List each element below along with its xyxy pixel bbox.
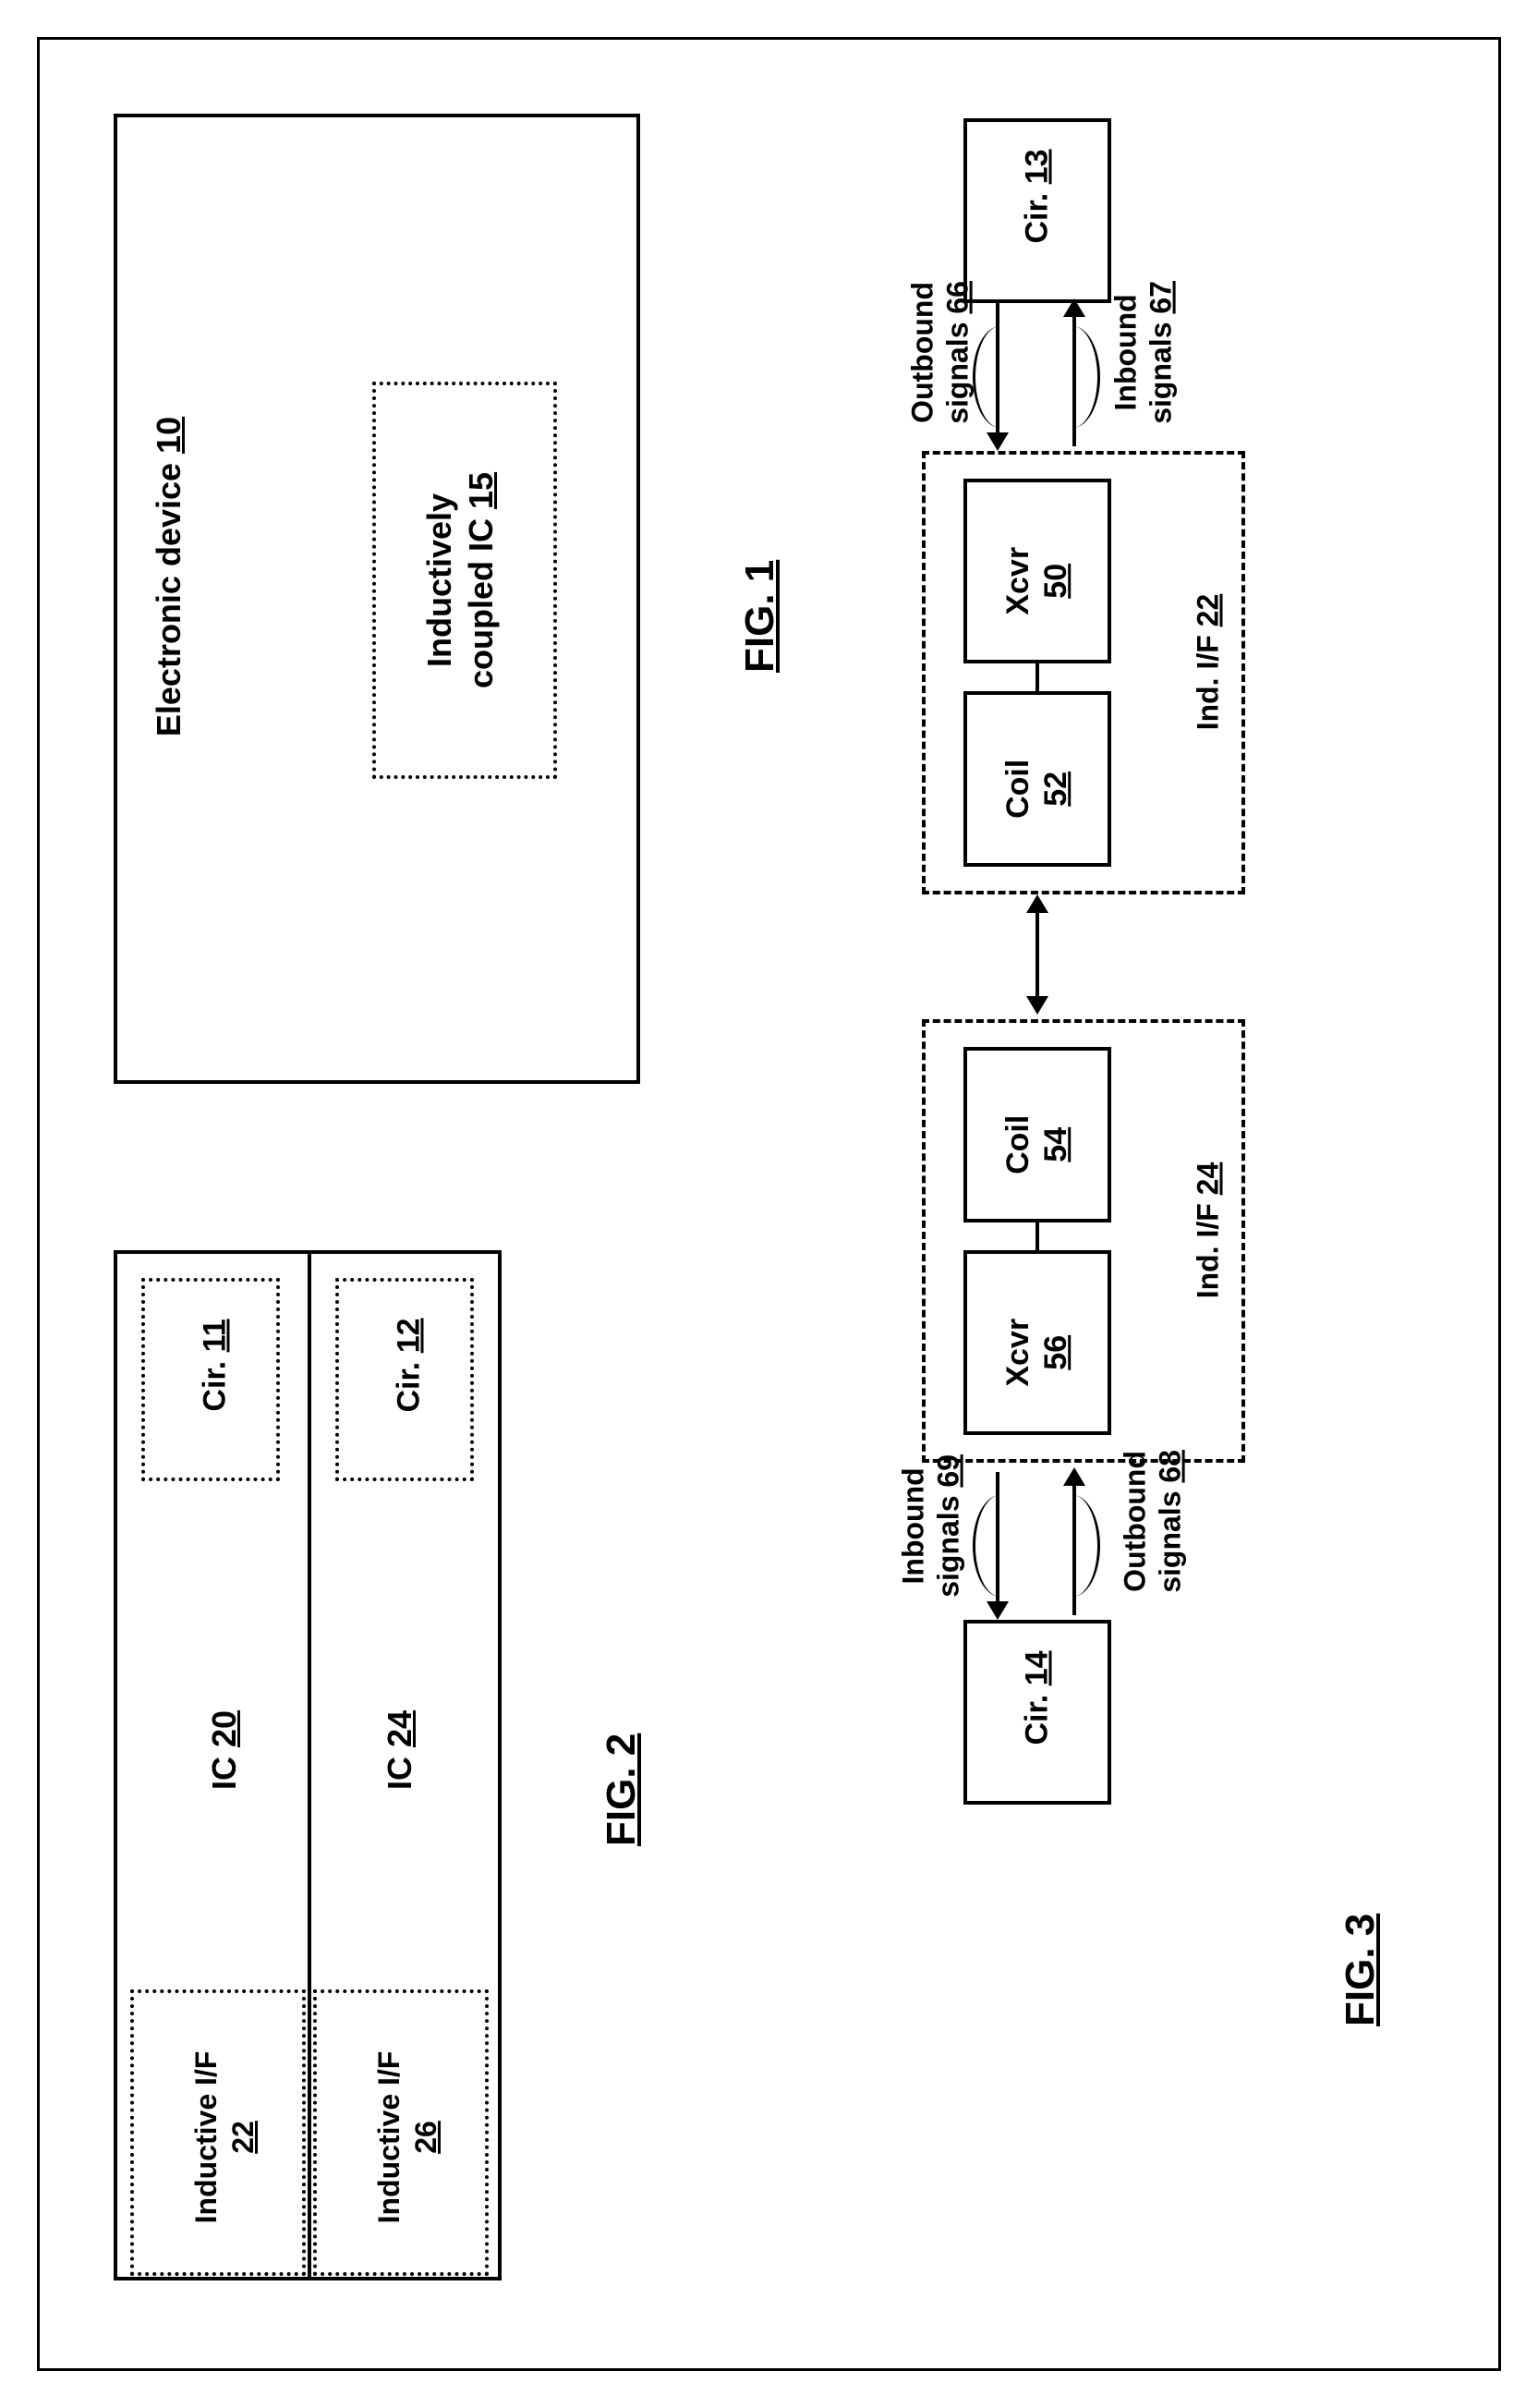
fig3-ind22-num: 22 [1192, 594, 1225, 627]
fig3-arrow69-head [987, 1601, 1009, 1620]
fig3-ind24-num: 24 [1192, 1162, 1225, 1196]
fig3-coil54-num: 54 [1038, 1127, 1073, 1162]
fig3-xcvr56-label: Xcvr 56 [999, 1288, 1075, 1417]
fig2-ic24: IC 24 [381, 1676, 419, 1824]
fig2-ic20: IC 20 [205, 1676, 244, 1824]
fig2-ic20-text: IC [205, 1757, 243, 1790]
fig2-cir11-label: Cir. 11 [198, 1301, 234, 1430]
fig3-out68-l1: Outbound [1119, 1451, 1152, 1592]
fig3-in69-num: 69 [932, 1454, 965, 1488]
fig2-ind26-label: Inductive I/F 26 [370, 2022, 444, 2253]
fig3-line-xcvr50-coil52 [1035, 663, 1039, 691]
fig3-xcvr50-num: 50 [1038, 564, 1073, 599]
fig3-arc68 [1072, 1495, 1100, 1597]
fig2-ind26-text: Inductive I/F [372, 2051, 406, 2224]
fig2-divider [308, 1250, 311, 2280]
fig2-label: FIG. 2 [599, 1661, 645, 1846]
fig1-label: FIG. 1 [737, 488, 783, 673]
fig3-arrow68-head [1063, 1467, 1085, 1486]
fig1-ic-line1: Inductively [420, 493, 458, 667]
fig3-cir14-label: Cir. 14 [1020, 1634, 1056, 1763]
fig3-coil52-label: Coil 52 [999, 724, 1075, 854]
fig3-xcvr50-label: Xcvr 50 [999, 517, 1075, 646]
fig3-ind24-text: Ind. I/F [1192, 1203, 1225, 1298]
fig2-ind22-label: Inductive I/F 22 [188, 2022, 261, 2253]
fig1-device-num: 10 [150, 417, 188, 454]
fig3-arc67 [1072, 326, 1100, 428]
fig3-out66: Outbound signals 66 [905, 232, 976, 472]
page-frame: Electronic device 10 Inductively coupled… [37, 37, 1501, 2371]
fig3-coupling-shaft [1035, 908, 1039, 1001]
fig3-out66-num: 66 [941, 281, 975, 314]
fig2-cir12-text: Cir. [392, 1362, 427, 1413]
fig3-xcvr50-text: Xcvr [1000, 547, 1035, 615]
fig3-coupling-down [1026, 996, 1048, 1015]
fig2-ind22-text: Inductive I/F [189, 2051, 223, 2224]
fig1-device-text: Electronic device [150, 463, 188, 736]
fig3-cir13-text: Cir. [1020, 193, 1055, 244]
fig3-cir14-text: Cir. [1020, 1695, 1055, 1745]
fig3-ind24-label: Ind. I/F 24 [1192, 1129, 1226, 1332]
fig2-ic24-text: IC [381, 1757, 418, 1790]
fig3-ind22-text: Ind. I/F [1192, 635, 1225, 730]
fig3-out68-num: 68 [1154, 1450, 1187, 1483]
fig1-ic-label: Inductively coupled IC 15 [418, 432, 502, 728]
fig2-ind22-num: 22 [226, 2121, 260, 2154]
fig3-in69-l1: Inbound [897, 1467, 930, 1584]
fig3-in67-num: 67 [1144, 281, 1178, 314]
fig3-in67: Inbound signals 67 [1108, 241, 1180, 463]
fig3-line-coil54-xcvr56 [1035, 1222, 1039, 1250]
fig3-in67-l2: signals [1144, 322, 1178, 424]
fig1-ic-line2: coupled IC [462, 518, 500, 688]
fig2-ic20-num: 20 [205, 1710, 243, 1747]
fig3-label: FIG. 3 [1338, 1842, 1384, 2026]
fig3-coil52-num: 52 [1038, 772, 1073, 807]
fig1-ic-num: 15 [462, 472, 500, 509]
fig2-cir12-num: 12 [392, 1318, 427, 1353]
fig2-ind26-num: 26 [409, 2121, 442, 2154]
fig2-ic24-num: 24 [381, 1710, 418, 1747]
fig3-arc69 [973, 1495, 1000, 1597]
fig3-ind22-label: Ind. I/F 22 [1192, 561, 1226, 764]
fig2-cir11-text: Cir. [198, 1361, 233, 1412]
fig3-coil52-text: Coil [1000, 760, 1035, 819]
fig2-cir12-label: Cir. 12 [392, 1301, 428, 1430]
fig3-in69: Inbound signals 69 [896, 1405, 967, 1646]
fig3-out66-l2: signals [941, 322, 975, 424]
fig3-out68-l2: signals [1154, 1491, 1187, 1593]
fig3-in69-l2: signals [932, 1496, 965, 1598]
fig3-xcvr56-num: 56 [1038, 1335, 1073, 1370]
fig3-arc66 [973, 326, 1000, 428]
fig3-arrow67-head [1063, 298, 1085, 317]
fig3-cir13-num: 13 [1020, 149, 1055, 184]
fig3-cir13-label: Cir. 13 [1020, 132, 1056, 261]
fig2-cir11-num: 11 [198, 1319, 233, 1352]
fig3-coil54-text: Coil [1000, 1115, 1035, 1174]
fig3-out68: Outbound signals 68 [1118, 1401, 1189, 1641]
fig3-in67-l1: Inbound [1109, 294, 1143, 410]
fig3-out66-l1: Outbound [906, 282, 939, 423]
fig3-coil54-label: Coil 54 [999, 1080, 1075, 1210]
fig3-coupling-up [1026, 894, 1048, 913]
fig3-xcvr56-text: Xcvr [1000, 1319, 1035, 1387]
fig1-device-label: Electronic device 10 [150, 383, 188, 771]
fig3-arrow66-head [987, 432, 1009, 451]
fig3-cir14-num: 14 [1020, 1650, 1055, 1685]
